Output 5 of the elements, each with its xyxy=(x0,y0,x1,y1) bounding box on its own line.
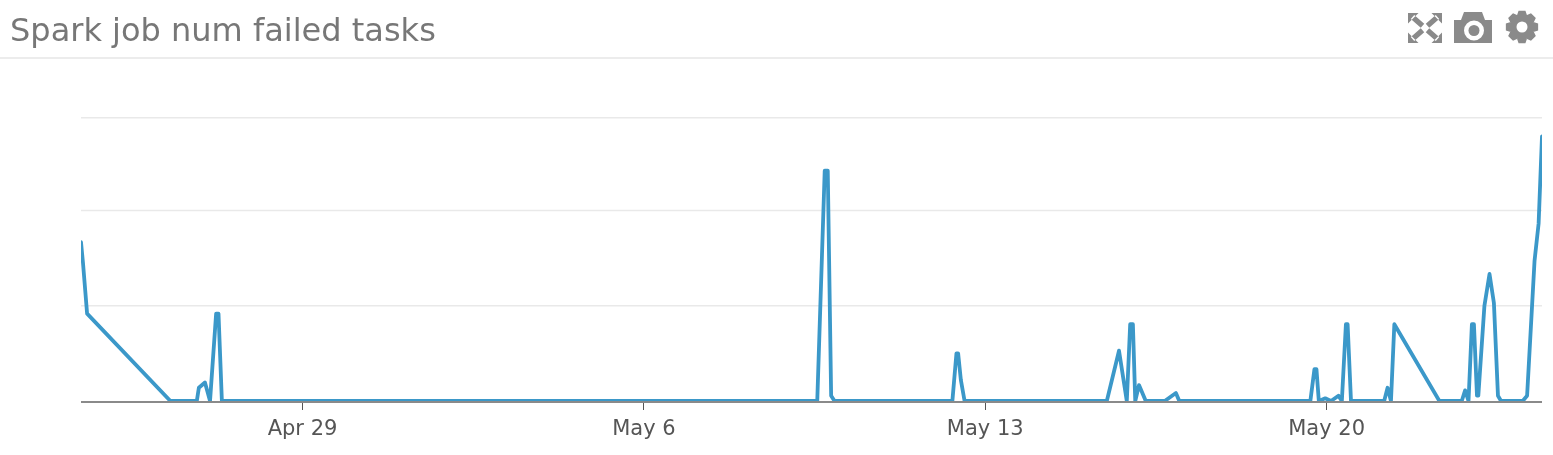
x-tick-label: May 20 xyxy=(1288,415,1366,440)
chart-title: Spark job num failed tasks xyxy=(10,11,436,50)
x-tick-label: May 13 xyxy=(946,415,1024,440)
x-tick-label: Apr 29 xyxy=(267,415,338,440)
x-tick-label: May 6 xyxy=(612,415,676,440)
